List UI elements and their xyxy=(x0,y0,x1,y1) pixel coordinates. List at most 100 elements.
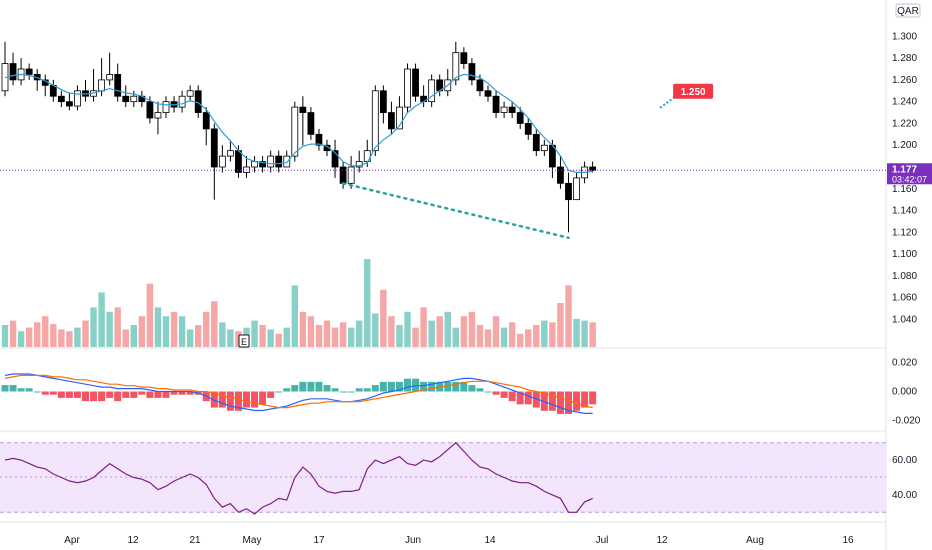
candle-body xyxy=(226,150,234,157)
date-tick: Jun xyxy=(405,535,421,546)
volume-bar xyxy=(42,316,49,347)
candle-body xyxy=(347,166,355,184)
price-tick: 1.260 xyxy=(892,75,917,86)
macd-axis: 0.020 0.000 -0.020 xyxy=(892,357,921,426)
volume-bar xyxy=(186,329,194,347)
volume-bar xyxy=(1,325,9,347)
candle-body xyxy=(9,63,17,81)
candle-body xyxy=(476,79,484,92)
macd-hist-bar xyxy=(57,391,65,398)
macd-hist-bar xyxy=(532,391,540,408)
candle-body xyxy=(186,90,194,97)
volume-bar xyxy=(98,292,105,347)
macd-hist-bar xyxy=(452,381,460,392)
candle-body xyxy=(57,95,65,103)
macd-hist-bar xyxy=(243,391,250,408)
candle-body xyxy=(508,106,516,113)
macd-hist-bar xyxy=(508,391,516,402)
volume-bar xyxy=(146,283,154,347)
volume-bar xyxy=(90,307,97,347)
candle-body xyxy=(307,112,315,135)
volume-bar xyxy=(219,322,226,347)
volume-bar xyxy=(259,325,266,347)
trend-line[interactable] xyxy=(341,182,570,240)
macd-hist-bar xyxy=(90,391,98,402)
macd-hist-bar xyxy=(307,381,315,392)
volume-bar xyxy=(533,325,540,347)
candle-body xyxy=(275,155,283,168)
candle-body xyxy=(589,166,597,171)
macd-hist-bar xyxy=(315,381,323,392)
date-tick: 21 xyxy=(189,535,201,546)
macd-tick: 0.000 xyxy=(892,387,917,398)
macd-hist-bar xyxy=(267,391,275,398)
candle-body xyxy=(452,52,460,81)
macd-hist-bar xyxy=(138,391,146,395)
candle-body xyxy=(500,106,508,113)
macd-hist-bar xyxy=(420,381,428,392)
volume-bar xyxy=(66,331,73,347)
candle-body xyxy=(98,79,105,92)
candle-body xyxy=(524,123,532,135)
date-tick: May xyxy=(243,535,262,546)
candle-body xyxy=(565,182,572,201)
candle-body xyxy=(122,95,130,103)
candle-body xyxy=(492,95,500,113)
candle-body xyxy=(259,161,267,168)
volume-bar xyxy=(170,311,178,347)
price-tick: 1.120 xyxy=(892,227,917,238)
volume-bar xyxy=(106,311,113,347)
volume-bar xyxy=(50,324,57,347)
candle-body xyxy=(331,150,339,168)
date-tick: Aug xyxy=(746,535,764,546)
macd-hist-bar xyxy=(524,391,532,405)
volume-bar xyxy=(508,322,516,347)
macd-hist-bar xyxy=(114,391,122,402)
macd-hist-bar xyxy=(170,391,178,395)
candle-body xyxy=(460,52,468,64)
volume-bar xyxy=(476,325,484,347)
candle-body xyxy=(484,90,492,97)
macd-hist-bar xyxy=(556,391,564,414)
earnings-marker[interactable] xyxy=(238,334,250,348)
macd-hist-bar xyxy=(565,391,572,414)
candle-body xyxy=(74,90,81,107)
macd-hist-bar xyxy=(218,391,226,408)
target-label-box[interactable] xyxy=(673,83,714,99)
candle-body xyxy=(404,68,411,108)
volume-bar xyxy=(428,320,435,347)
candle-body xyxy=(283,155,291,168)
volume-bar xyxy=(235,331,242,347)
volume-bar xyxy=(468,311,476,347)
macd-hist-bar xyxy=(428,381,436,392)
candle-body xyxy=(146,101,154,119)
volume-bar xyxy=(307,316,315,347)
price-tick: 1.300 xyxy=(892,31,917,42)
volume-bar xyxy=(364,259,371,347)
macd-hist-bar xyxy=(299,381,307,392)
date-tick: 16 xyxy=(842,535,854,546)
candle-body xyxy=(540,144,548,152)
macd-hist-bar xyxy=(492,391,500,395)
macd-hist-bar xyxy=(371,385,379,392)
macd-hist-bar xyxy=(548,391,556,411)
price-tick: 1.240 xyxy=(892,97,917,108)
volume-bar xyxy=(565,285,572,347)
macd-hist-bar xyxy=(395,381,403,392)
volume-bar xyxy=(557,303,564,347)
macd-hist-bar xyxy=(130,391,138,398)
candle-body xyxy=(106,74,114,81)
candle-body xyxy=(243,166,250,173)
macd-hist-bar xyxy=(355,388,363,392)
macd-hist-bar xyxy=(234,391,242,411)
currency-badge[interactable] xyxy=(895,3,921,18)
macd-hist-bar xyxy=(25,388,33,392)
date-axis: Apr 12 21 May 17 Jun 14 Jul 12 Aug 16 xyxy=(64,535,854,546)
macd-hist-bar xyxy=(49,391,57,395)
macd-hist-bar xyxy=(460,381,468,392)
candles xyxy=(1,41,597,233)
volume-bar xyxy=(299,311,307,347)
volume-bar xyxy=(525,329,532,347)
volume-bar xyxy=(82,320,89,347)
price-tick: 1.040 xyxy=(892,314,917,325)
